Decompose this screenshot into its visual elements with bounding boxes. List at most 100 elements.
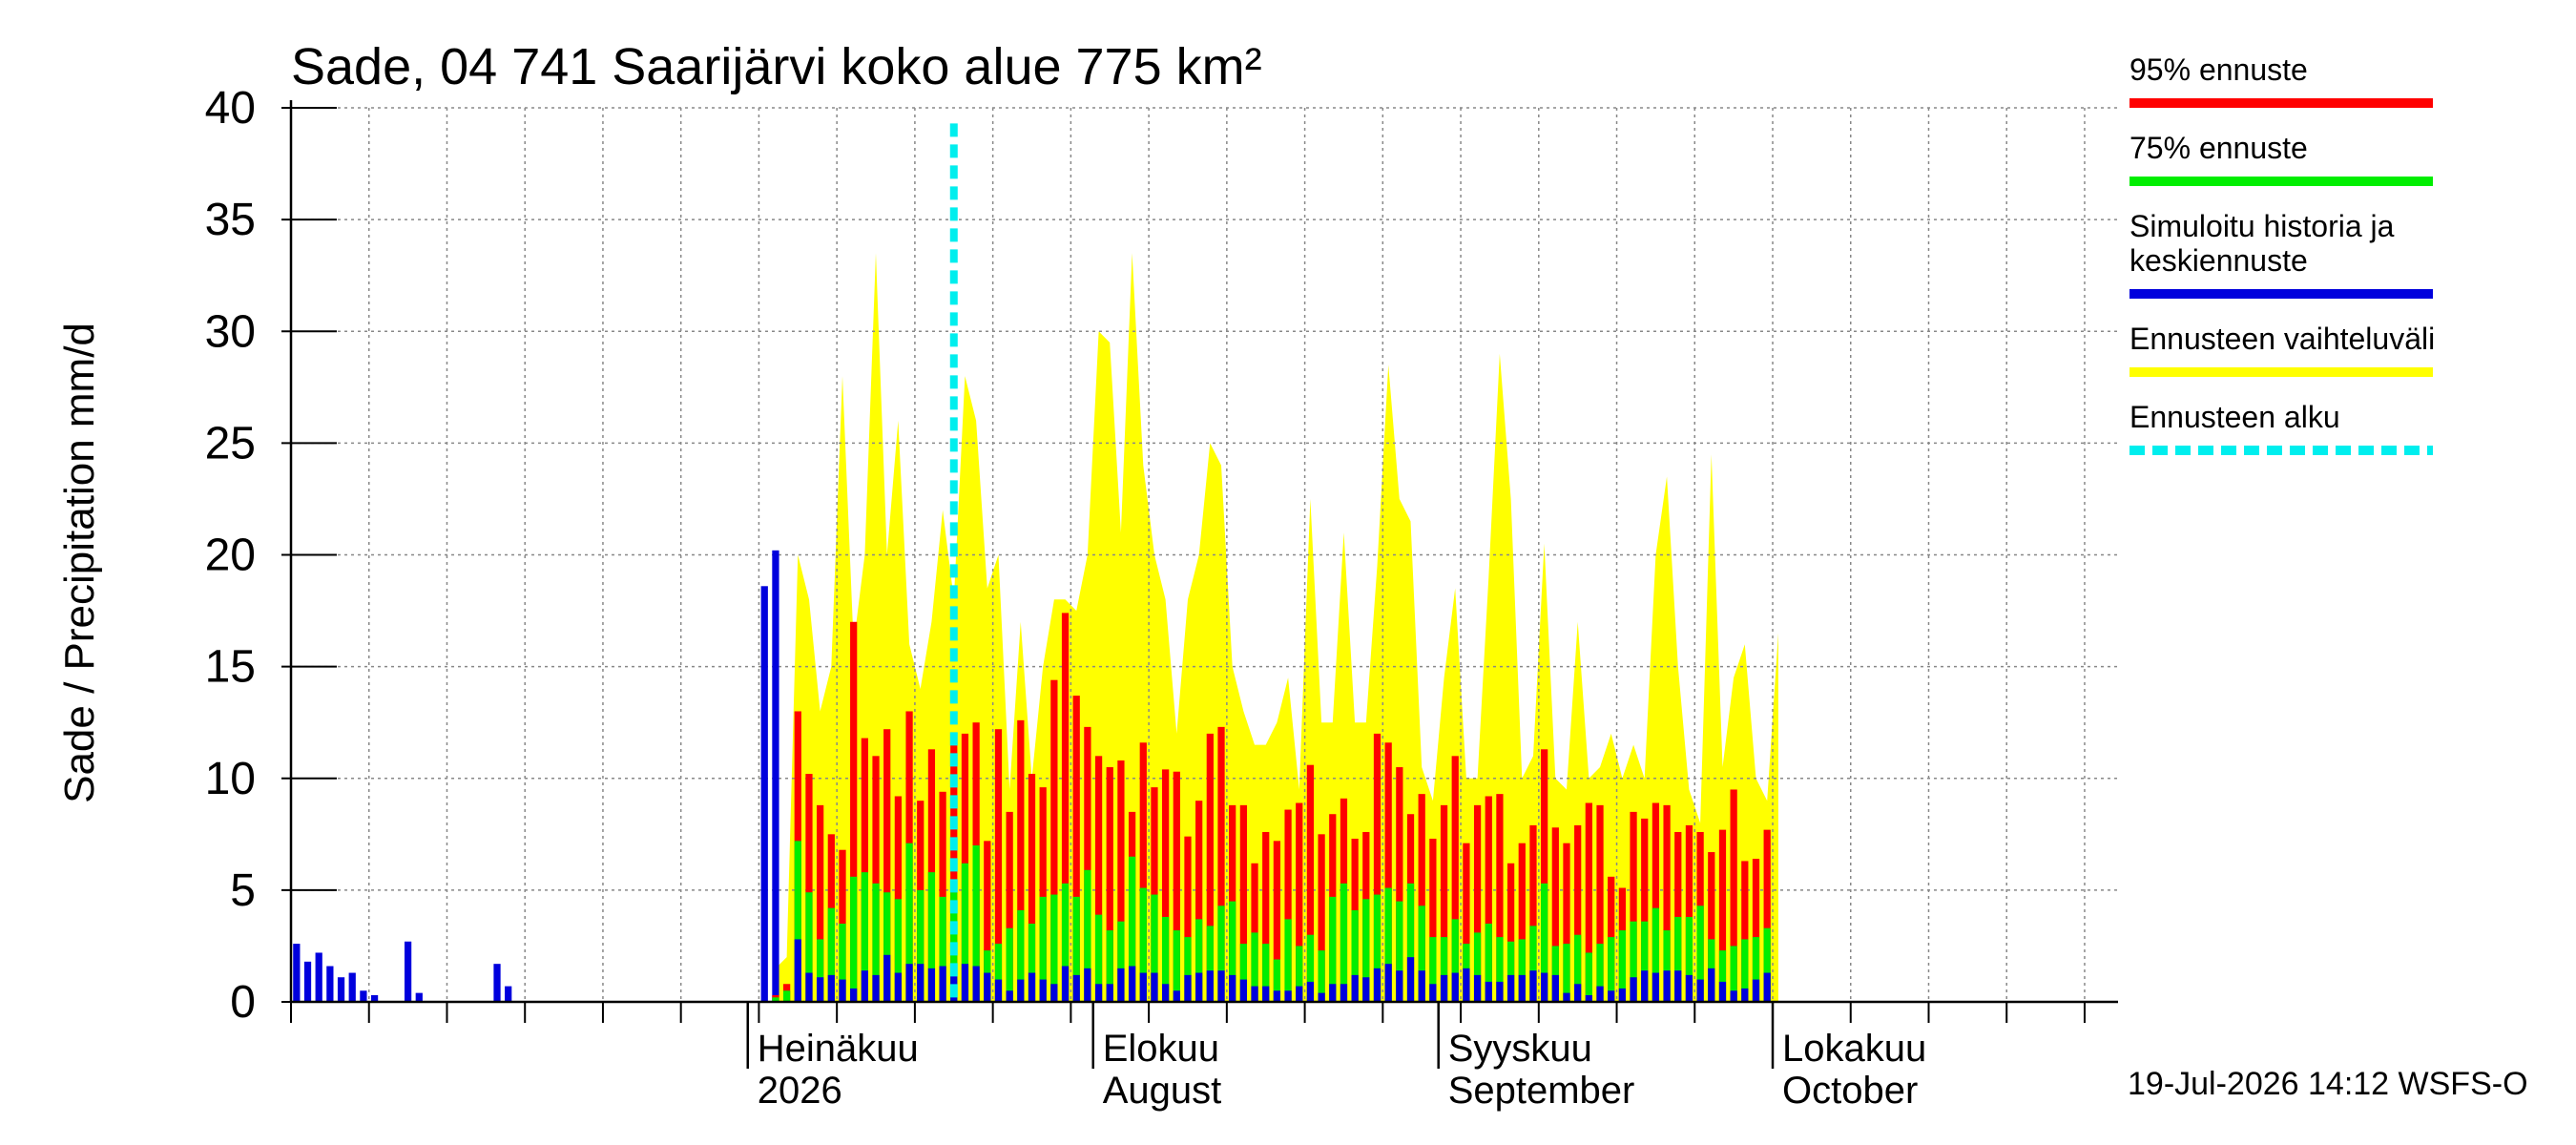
- p75-bar: [1217, 906, 1225, 1002]
- mean-bar: [1730, 990, 1737, 1002]
- mean-bar: [883, 954, 891, 1002]
- history-bar: [326, 966, 334, 1002]
- mean-bar: [839, 979, 846, 1002]
- y-tick-label: 10: [205, 754, 256, 804]
- p75-bar: [772, 997, 779, 1002]
- mean-bar: [1139, 972, 1147, 1002]
- p95-bar: [1641, 818, 1649, 1002]
- p95-bar: [1685, 824, 1693, 1002]
- legend-item: Ennusteen alku: [2129, 400, 2433, 455]
- p75-bar: [1017, 909, 1025, 1002]
- mean-bar: [1708, 968, 1715, 1002]
- history-bar: [360, 990, 367, 1002]
- p75-bar: [1351, 909, 1359, 1002]
- p95-bar: [1050, 679, 1058, 1002]
- p95-bar: [1217, 726, 1225, 1002]
- p95-bar: [817, 804, 824, 1002]
- p95-bar: [1239, 804, 1247, 1002]
- p75-bar: [861, 872, 868, 1002]
- p95-bar: [1551, 827, 1559, 1002]
- mean-bar: [1340, 984, 1348, 1002]
- mean-bar: [1418, 970, 1425, 1002]
- mean-bar: [1006, 990, 1013, 1002]
- p75-bar: [1630, 921, 1637, 1002]
- p75-bar: [972, 845, 980, 1002]
- mean-bar: [1696, 979, 1704, 1002]
- p95-bar: [1563, 843, 1570, 1002]
- y-tick-label: 15: [205, 642, 256, 693]
- legend: 95% ennuste 75% ennuste Simuloitu historia…: [2129, 52, 2435, 455]
- mean-bar: [1329, 984, 1337, 1002]
- mean-bar: [1128, 966, 1136, 1002]
- p75-bar: [1162, 916, 1170, 1002]
- p95-bar: [939, 791, 946, 1002]
- p75-bar: [1551, 946, 1559, 1002]
- p95-bar: [1296, 802, 1303, 1002]
- p75-bar: [927, 872, 936, 1002]
- p75-bar: [1296, 946, 1303, 1002]
- p75-bar: [1006, 927, 1013, 1002]
- p95-bar: [1318, 834, 1325, 1002]
- p95-bar: [1763, 829, 1771, 1002]
- p75-bar: [1440, 937, 1448, 1002]
- mean-bar: [1373, 968, 1381, 1002]
- month-label: Heinäkuu: [758, 1028, 919, 1070]
- mean-bar: [1585, 994, 1592, 1002]
- mean-bar: [1251, 986, 1258, 1002]
- p75-bar: [1763, 927, 1771, 1002]
- p75-bar: [1273, 959, 1281, 1002]
- forecast-range-area: [775, 253, 1778, 1002]
- legend-label: Ennusteen alku: [2129, 400, 2340, 434]
- history-bar: [404, 941, 412, 1002]
- mean-bar: [961, 964, 969, 1002]
- p95-bar: [1518, 843, 1526, 1002]
- p95-bar: [1384, 742, 1392, 1002]
- p75-bar: [782, 990, 791, 1002]
- p95-bar: [1485, 796, 1492, 1002]
- p75-bar: [1406, 883, 1415, 1002]
- p75-bar: [1529, 926, 1537, 1002]
- p75-bar: [1741, 939, 1749, 1002]
- p95-bar: [1752, 859, 1760, 1002]
- p75-bar: [1518, 939, 1526, 1002]
- history-bar: [505, 986, 512, 1002]
- p95-bar: [1284, 809, 1292, 1002]
- history-bar: [348, 972, 356, 1002]
- bars-layer: [293, 123, 1771, 1002]
- p95-bar: [1117, 760, 1125, 1002]
- legend-item: 75% ennuste: [2129, 131, 2433, 186]
- p75-bar: [1362, 899, 1370, 1002]
- mean-bar: [1685, 974, 1693, 1002]
- legend-label: Ennusteen vaihteluväli: [2129, 322, 2435, 356]
- mean-bar: [1162, 984, 1170, 1002]
- p75-bar: [1485, 924, 1492, 1002]
- p75-bar: [1496, 937, 1504, 1002]
- mean-bar: [1652, 972, 1660, 1002]
- mean-bar: [1017, 979, 1025, 1002]
- legend-label: Simuloitu historia ja: [2129, 209, 2395, 243]
- p75-bar: [1396, 901, 1403, 1002]
- p95-bar: [1463, 843, 1470, 1002]
- mean-bar: [1630, 977, 1637, 1002]
- mean-bar: [984, 972, 991, 1002]
- mean-bar: [794, 939, 801, 1002]
- p75-bar: [1306, 934, 1315, 1002]
- p75-bar: [872, 883, 880, 1002]
- p75-bar: [1084, 869, 1091, 1002]
- mean-bar: [1318, 992, 1325, 1002]
- mean-bar: [1463, 968, 1470, 1002]
- p75-bar: [917, 889, 924, 1002]
- y-tick-label: 0: [230, 977, 256, 1028]
- p75-bar: [1608, 937, 1615, 1002]
- p75-bar: [1585, 952, 1592, 1002]
- p95-bar: [1652, 802, 1660, 1002]
- p75-bar: [1752, 937, 1760, 1002]
- month-sublabel: August: [1103, 1070, 1222, 1112]
- legend-label: keskiennuste: [2129, 243, 2308, 278]
- history-bar: [370, 994, 379, 1002]
- p75-bar: [827, 907, 835, 1002]
- month-sublabel: October: [1782, 1070, 1918, 1112]
- p95-bar: [1418, 794, 1425, 1002]
- p95-bar: [1106, 767, 1113, 1002]
